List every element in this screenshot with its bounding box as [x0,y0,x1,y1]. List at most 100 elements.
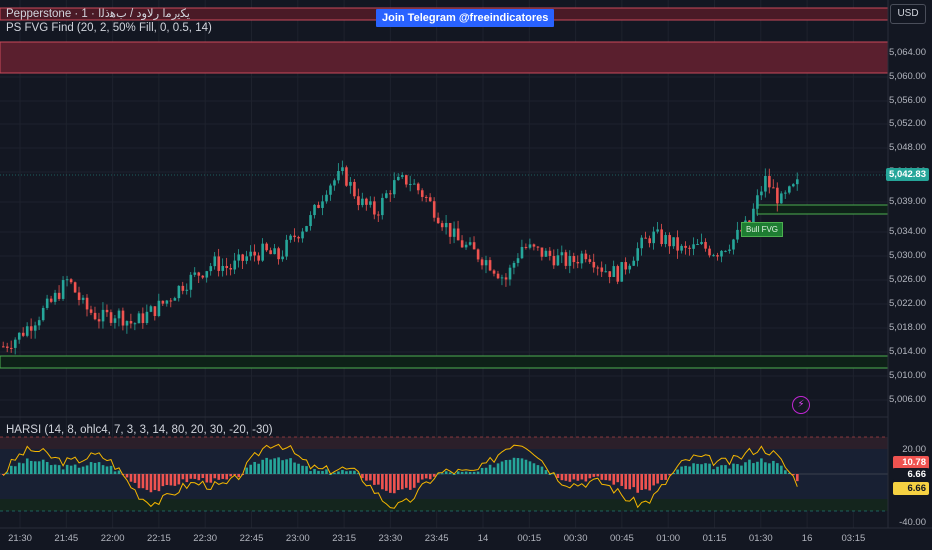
time-tick: 16 [801,533,813,544]
support-zone [0,355,889,369]
candle-body [97,319,101,322]
candle-body [500,277,504,279]
candle-body [393,180,396,195]
candle-body [317,204,320,208]
harsi-bar [113,471,117,474]
harsi-bar [285,459,288,474]
lightning-bolt-icon[interactable]: ⚡ [792,396,810,414]
harsi-bar [428,474,432,480]
time-tick: 01:30 [748,533,773,544]
time-tick: 22:15 [147,533,171,544]
harsi-bar [616,474,620,483]
harsi-os-zone [0,499,888,511]
harsi-bar [345,471,348,474]
candle-body [113,318,117,323]
harsi-bar [49,465,53,474]
candle-body [724,250,727,252]
candle-body [193,272,197,275]
candle-body [205,271,209,278]
harsi-bar [684,465,687,474]
harsi-bar [444,471,448,474]
candle-body [408,183,412,185]
harsi-bar [37,461,41,474]
symbol-title[interactable]: Pepperstone · 1 · ﻳﻜﻳﺭﻣﺍ ﺭﻻﻭﺩ / ﺏﻫﺫﻟﺍ [6,8,191,20]
harsi-bar [213,474,217,479]
candle-body [468,242,472,245]
harsi-bar [361,474,364,479]
harsi-bar [313,469,316,474]
candle-body [456,228,460,241]
harsi-bar [404,474,408,488]
harsi-bar [588,474,592,479]
harsi-bar [416,474,420,483]
candle-body [305,226,308,232]
harsi-bar [528,461,532,474]
candle-body [704,241,707,249]
harsi-bar [612,474,616,485]
candle-body [149,306,153,312]
candle-body [341,167,344,172]
harsi-bar [301,465,304,474]
harsi-bar [472,471,476,474]
harsi-bar [209,474,213,483]
candle-body [57,292,61,299]
candle-body [2,346,5,348]
candle-body [249,251,252,257]
harsi-bar [732,463,735,474]
harsi-bar [608,474,612,481]
candle-body [117,310,121,319]
candle-body [45,298,49,308]
harsi-bar [225,474,229,480]
candle-body [397,176,400,181]
harsi-bar [229,474,233,477]
telegram-banner[interactable]: Join Telegram @freeindicatores [376,9,555,27]
candle-body [173,298,177,301]
candle-body [101,309,105,322]
harsi-bar [540,466,544,474]
candle-body [488,260,492,271]
candle-body [105,309,109,313]
candle-body [333,180,336,186]
harsi-bar [412,474,416,488]
time-tick: 21:30 [8,533,32,544]
candle-body [345,167,348,186]
price-tick: 5,039.00 [889,196,926,207]
bull-fvg-tag: Bull FVG [741,222,784,237]
harsi-bar [89,462,93,474]
candle-body [504,277,508,280]
harsi-bar [660,474,663,480]
harsi-bar [373,474,376,485]
candle-body [660,229,663,245]
candle-body [89,309,93,313]
candle-body [536,246,540,248]
candle-body [612,266,616,277]
harsi-bar [408,474,412,490]
harsi-bar [201,474,205,479]
candle-body [53,292,57,302]
harsi-indicator-label[interactable]: HARSI (14, 8, ohlc4, 7, 3, 3, 14, 80, 20… [6,424,273,436]
candle-body [688,247,691,249]
candle-body [452,228,456,237]
candle-body [664,235,667,245]
harsi-bar [353,470,356,474]
harsi-bar [632,474,636,488]
harsi-bar [53,464,57,474]
harsi-tick: 20.00 [902,444,926,455]
candle-body [385,193,388,198]
candle-body [792,184,795,187]
harsi-bar [584,474,588,482]
harsi-bar [369,474,372,481]
harsi-bar [317,470,320,474]
candle-body [640,237,643,249]
harsi-bar [305,466,308,474]
harsi-bar [580,474,584,480]
harsi-bar [61,469,65,474]
harsi-bar [596,474,600,477]
candle-body [576,262,580,264]
fvg-indicator-label[interactable]: PS FVG Find (20, 2, 50% Fill, 0, 0.5, 14… [6,22,212,34]
harsi-bar [389,474,392,493]
currency-button[interactable]: USD [890,4,926,24]
harsi-bar [728,468,731,474]
harsi-bar [177,474,181,485]
